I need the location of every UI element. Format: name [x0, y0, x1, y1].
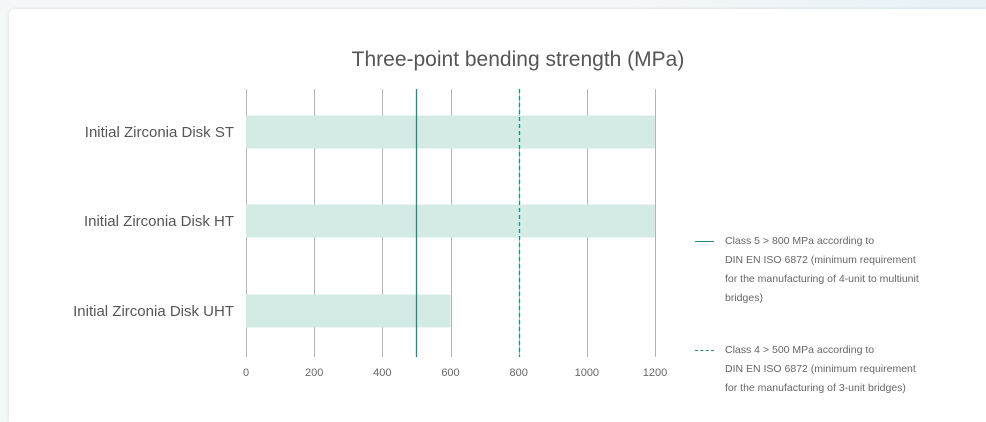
x-tick-label: 200	[305, 367, 323, 379]
legend-text-line: for the manufacturing of 4-unit to multi…	[725, 273, 919, 285]
x-tick-label: 600	[441, 367, 459, 379]
legend-item-class4: Class 4 > 500 MPa according to DIN EN IS…	[695, 341, 980, 398]
category-label: Initial Zirconia Disk HT	[84, 213, 234, 230]
category-labels: Initial Zirconia Disk ST Initial Zirconia…	[73, 124, 234, 320]
reference-lines	[415, 89, 521, 357]
legend-text-line: Class 4 > 500 MPa according to	[725, 344, 875, 356]
bar	[246, 294, 451, 328]
x-tick-label: 0	[243, 367, 249, 379]
category-label: Initial Zirconia Disk ST	[85, 124, 234, 141]
bar	[246, 115, 655, 149]
legend-item-class5: Class 5 > 800 MPa according to DIN EN IS…	[695, 232, 980, 308]
x-tick-label: 1000	[575, 367, 599, 379]
legend-text-line: Class 5 > 800 MPa according to	[725, 235, 875, 247]
chart-title: Three-point bending strength (MPa)	[352, 48, 685, 71]
legend-text-line: bridges)	[725, 292, 763, 304]
legend-dashed-line-swatch	[695, 350, 714, 351]
x-tick-label: 800	[509, 367, 527, 379]
x-tick-label: 400	[373, 367, 391, 379]
x-tick-label: 1200	[643, 367, 667, 379]
x-tick-labels: 0 200 400 600 800 1000 1200	[243, 367, 667, 379]
legend-text-line: DIN EN ISO 6872 (minimum requirement	[725, 254, 916, 266]
legend-text-line: DIN EN ISO 6872 (minimum requirement	[725, 363, 916, 375]
legend-solid-line-swatch	[695, 241, 714, 242]
bars	[246, 115, 655, 328]
category-label: Initial Zirconia Disk UHT	[73, 303, 234, 320]
legend-text-line: for the manufacturing of 3-unit bridges)	[725, 382, 906, 394]
bar	[246, 204, 655, 238]
